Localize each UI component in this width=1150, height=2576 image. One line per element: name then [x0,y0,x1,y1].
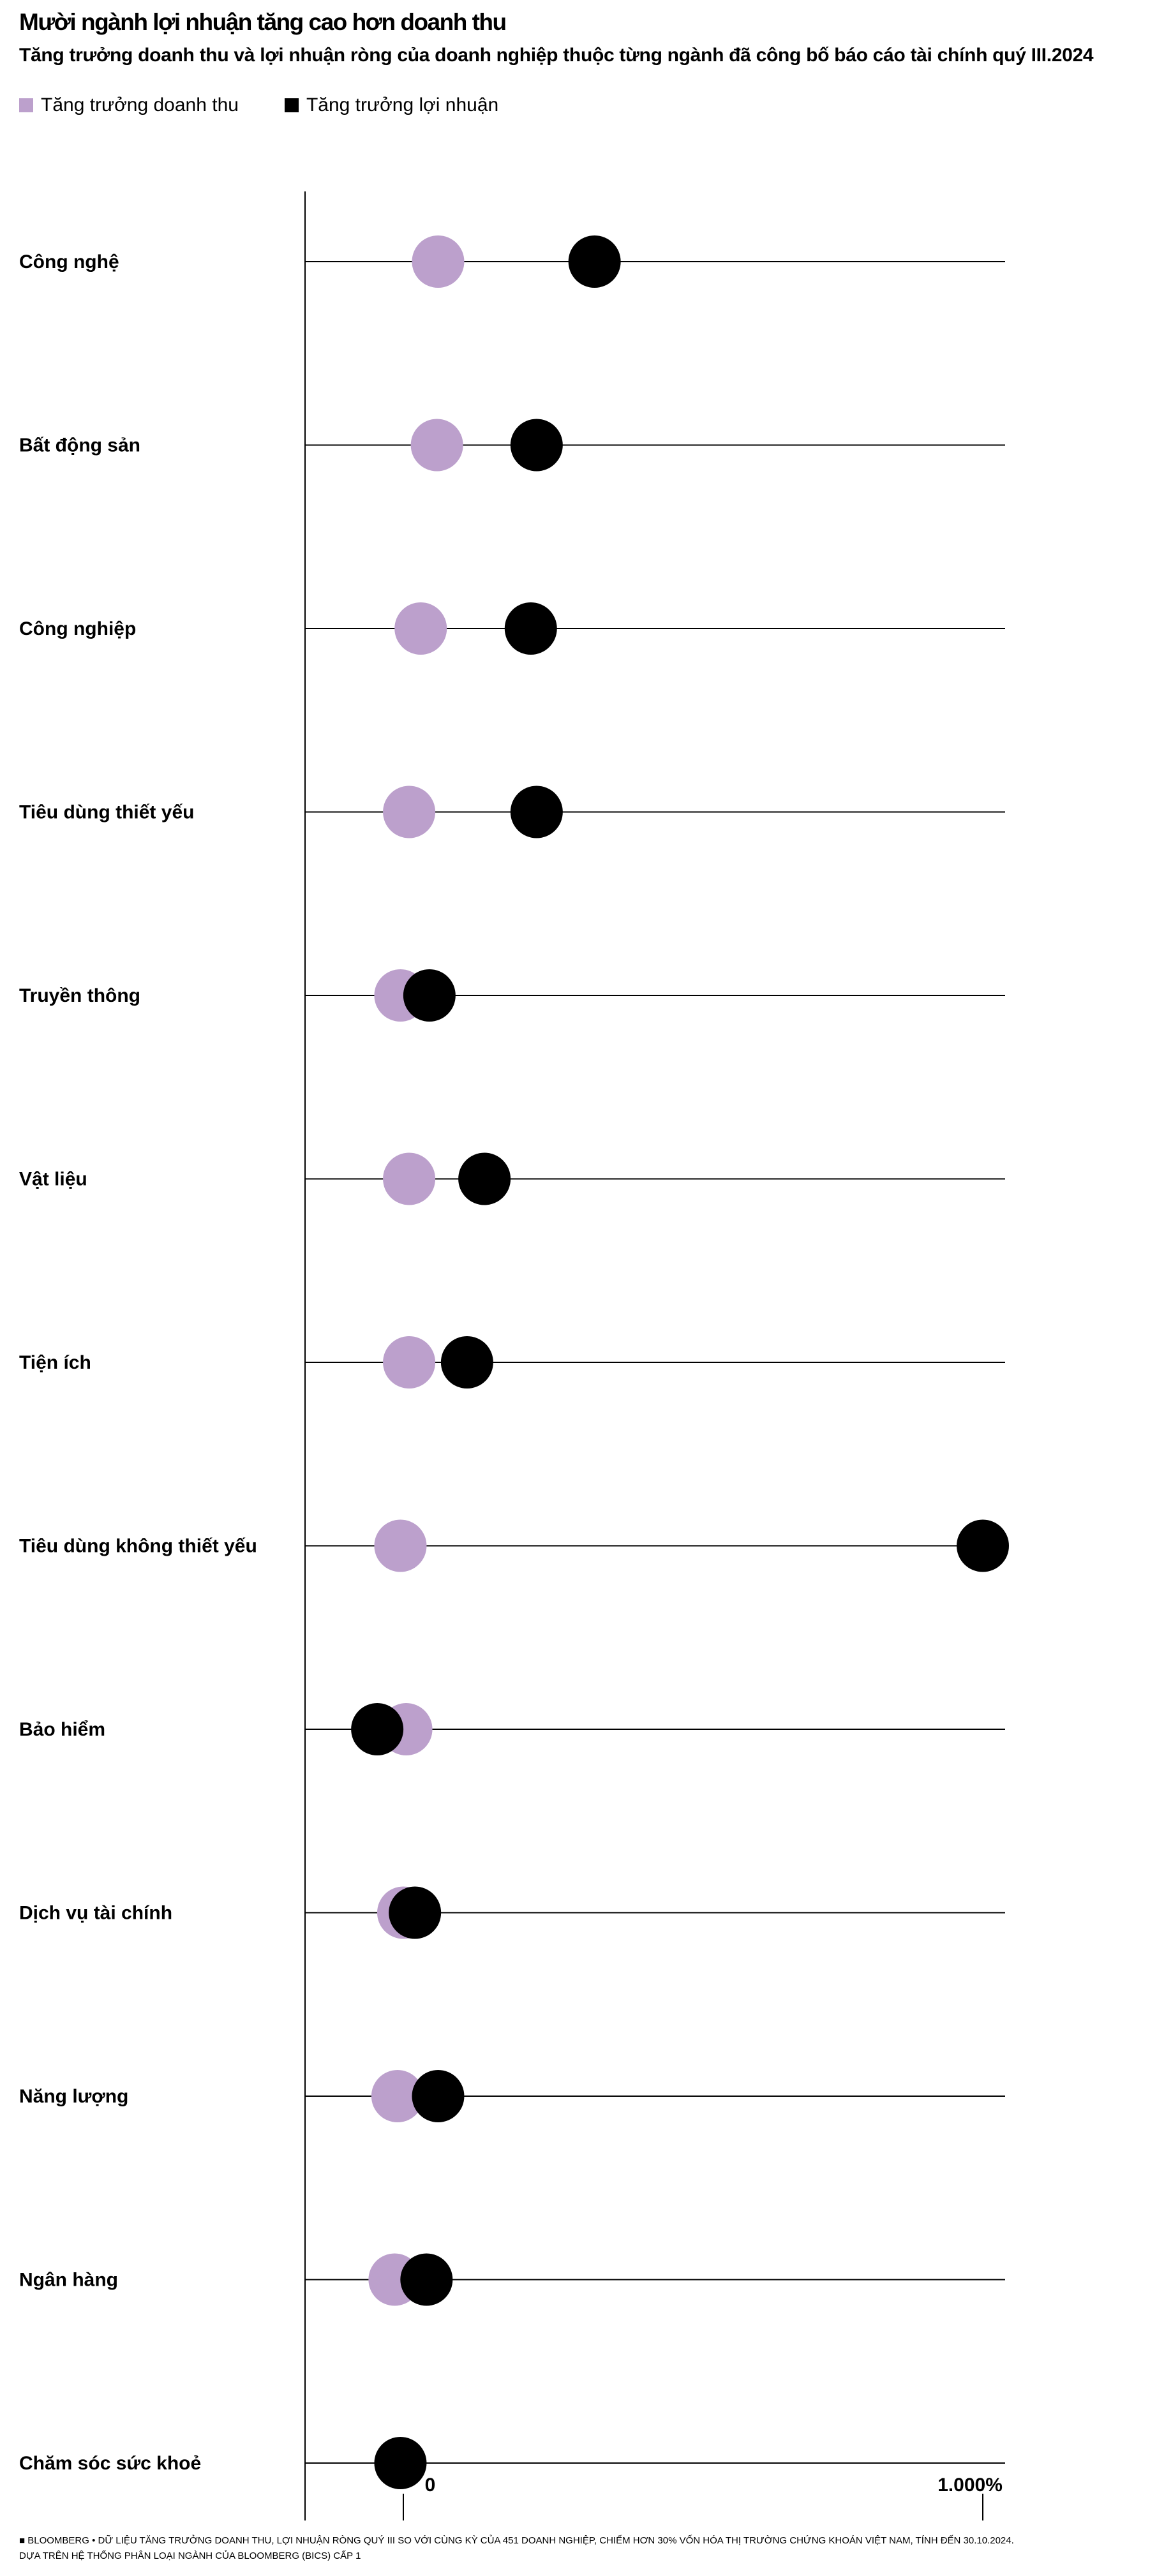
footnote: ■ BLOOMBERG • DỮ LIỆU TĂNG TRƯỞNG DOANH … [19,2533,1014,2564]
profit-dot-9 [389,1886,442,1939]
category-label-5: Vật liệu [19,1169,87,1190]
revenue-dot-5 [383,1152,436,1205]
category-label-4: Truyền thông [19,985,140,1006]
category-label-2: Công nghiệp [19,618,136,639]
revenue-dot-0 [412,235,465,288]
category-label-6: Tiện ích [19,1352,91,1373]
legend-item-profit: Tăng trưởng lợi nhuận [284,94,499,116]
profit-dot-2 [504,602,557,655]
x-tick-label-1: 1.000% [937,2475,1003,2496]
category-label-9: Dịch vụ tài chính [19,1903,172,1924]
category-label-7: Tiêu dùng không thiết yếu [19,1536,257,1557]
revenue-dot-10 [371,2070,424,2122]
revenue-dot-7 [374,1519,427,1572]
category-label-1: Bất động sản [19,435,140,456]
profit-dot-5 [458,1152,511,1205]
profit-dot-7 [957,1519,1009,1572]
profit-dot-1 [510,419,563,472]
legend-swatch-profit [284,98,299,112]
category-label-8: Bảo hiểm [19,1719,105,1740]
category-label-10: Năng lượng [19,2086,128,2107]
profit-dot-6 [440,1336,493,1389]
profit-dot-3 [510,785,563,838]
profit-dot-11 [400,2253,453,2306]
profit-dot-4 [403,969,456,1022]
category-label-0: Công nghệ [19,251,119,272]
profit-dot-12 [374,2437,427,2489]
category-label-12: Chăm sóc sức khoẻ [19,2453,201,2474]
revenue-dot-2 [394,602,447,655]
footnote-line-2: DỰA TRÊN HỆ THỐNG PHÂN LOẠI NGÀNH CỦA BL… [19,2550,361,2561]
profit-dot-0 [568,235,621,288]
x-tick-label-0: 0 [425,2475,436,2496]
category-label-11: Ngân hàng [19,2270,118,2291]
category-label-3: Tiêu dùng thiết yếu [19,802,194,823]
revenue-dot-6 [383,1336,436,1389]
legend-swatch-revenue [19,98,33,112]
profit-dot-10 [412,2070,465,2122]
legend-label-revenue: Tăng trưởng doanh thu [41,94,239,115]
legend-label-profit: Tăng trưởng lợi nhuận [306,94,499,115]
footnote-line-1: ■ BLOOMBERG • DỮ LIỆU TĂNG TRƯỞNG DOANH … [19,2535,1014,2546]
profit-dot-8 [351,1703,404,1755]
legend: Tăng trưởng doanh thu Tăng trưởng lợi nh… [19,94,498,116]
legend-item-revenue: Tăng trưởng doanh thu [19,94,239,116]
chart-title: Mười ngành lợi nhuận tăng cao hơn doanh … [19,9,507,35]
chart-subtitle: Tăng trưởng doanh thu và lợi nhuận ròng … [19,45,1094,66]
revenue-dot-1 [410,419,463,472]
revenue-dot-3 [383,785,436,838]
